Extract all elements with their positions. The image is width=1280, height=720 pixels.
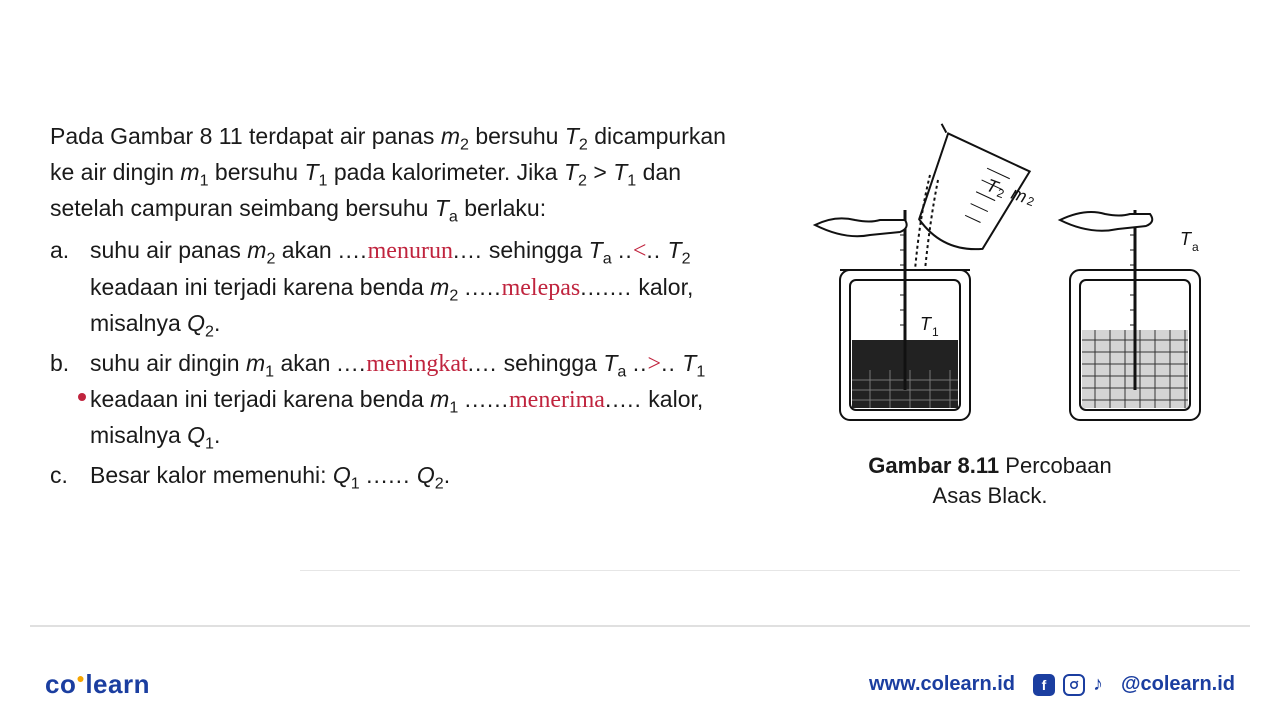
figure-column: T 2 m 2 T 1 [750,120,1230,510]
item-c-marker: c. [50,459,90,495]
instagram-icon[interactable] [1063,674,1085,696]
item-b-marker: b. [50,347,90,455]
svg-text:a: a [1192,240,1199,254]
footer-right: www.colearn.id f ♪ @colearn.id [869,673,1235,696]
logo-right: learn [85,669,150,699]
item-a-body: suhu air panas m2 akan ....menurun.... s… [90,234,730,342]
divider-thin [300,570,1240,571]
item-b: b. suhu air dingin m1 akan ....meningkat… [50,347,730,455]
item-a-marker: a. [50,234,90,342]
footer-url[interactable]: www.colearn.id [869,673,1015,696]
item-b-text: suhu air dingin m1 akan ....meningkat...… [90,350,705,448]
question-list: a. suhu air panas m2 akan ....menurun...… [50,234,730,495]
logo-dot-icon: ● [76,670,85,686]
caption-label: Gambar 8.11 [868,453,999,478]
figure-caption: Gambar 8.11 PercobaanAsas Black. [750,451,1230,510]
intro-paragraph: Pada Gambar 8 11 terdapat air panas m2 b… [50,120,730,228]
pointer-dot-icon [78,393,86,401]
logo-left: co [45,669,76,699]
item-c-body: Besar kalor memenuhi: Q1 ...... Q2. [90,459,730,495]
footer-handle[interactable]: @colearn.id [1121,673,1235,696]
item-b-body: suhu air dingin m1 akan ....meningkat...… [90,347,730,455]
footer-bar: co●learn www.colearn.id f ♪ @colearn.id [45,669,1235,700]
item-c: c. Besar kalor memenuhi: Q1 ...... Q2. [50,459,730,495]
item-a: a. suhu air panas m2 akan ....menurun...… [50,234,730,342]
divider-main [30,625,1250,627]
content-area: Pada Gambar 8 11 terdapat air panas m2 b… [50,120,1230,510]
tiktok-icon[interactable]: ♪ [1093,673,1103,696]
social-icons: f ♪ [1033,673,1103,696]
calorimeter-diagram: T 2 m 2 T 1 [760,120,1220,440]
svg-text:1: 1 [932,325,939,339]
brand-logo: co●learn [45,669,150,700]
question-text-column: Pada Gambar 8 11 terdapat air panas m2 b… [50,120,730,510]
facebook-icon[interactable]: f [1033,674,1055,696]
